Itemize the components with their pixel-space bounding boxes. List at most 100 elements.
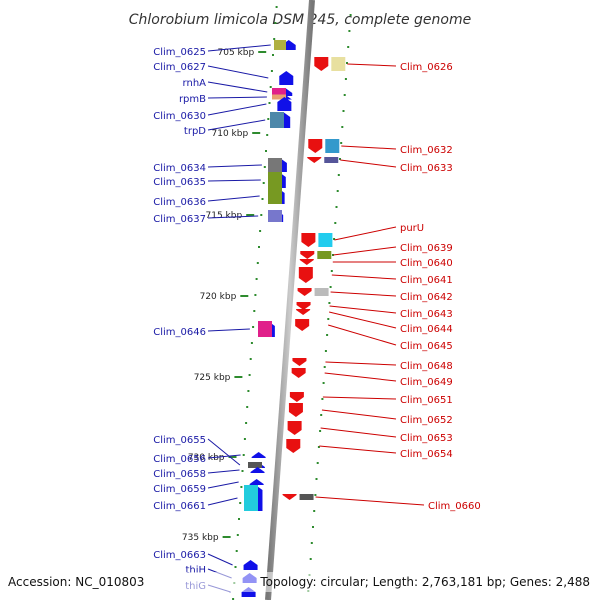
gene-label-right[interactable]: purU	[400, 223, 424, 234]
reverse-gene-arrow	[300, 251, 315, 259]
track-dot	[314, 494, 317, 496]
track-dot	[312, 526, 314, 528]
gene-label-right[interactable]: Clim_0626	[400, 62, 453, 73]
leader-line	[207, 96, 267, 99]
gene-label-left[interactable]: trpD	[184, 126, 206, 137]
gene-label-left[interactable]: Clim_0661	[153, 501, 206, 512]
track-dot	[310, 542, 313, 544]
track-dot	[258, 246, 260, 248]
reverse-gene-arrow	[314, 57, 329, 71]
leader-line	[328, 324, 397, 346]
leader-line	[319, 445, 397, 454]
leader-line	[207, 65, 269, 79]
gene-label-left[interactable]: Clim_0637	[153, 214, 206, 225]
gene-label-left[interactable]: thiH	[185, 565, 206, 576]
gene-label-right[interactable]: Clim_0642	[400, 292, 453, 303]
track-dot	[316, 462, 319, 464]
gene-label-left[interactable]: Clim_0627	[153, 62, 206, 73]
track-dot	[269, 86, 272, 88]
gene-label-left[interactable]: Clim_0636	[153, 197, 206, 208]
forward-gene-arrow	[251, 452, 266, 458]
leader-line	[340, 159, 397, 168]
gene-label-right[interactable]: Clim_0653	[400, 433, 453, 444]
track-dot	[238, 518, 240, 520]
gene-label-right[interactable]: Clim_0639	[400, 243, 453, 254]
gene-label-right[interactable]: Clim_0641	[400, 275, 453, 286]
gene-label-right[interactable]: Clim_0640	[400, 258, 453, 269]
track-dot	[346, 62, 348, 64]
track-dot	[340, 142, 343, 144]
gene-label-right[interactable]: Clim_0632	[400, 145, 453, 156]
leader-line	[207, 215, 259, 219]
leader-line	[207, 119, 266, 131]
gene-label-left[interactable]: Clim_0635	[153, 177, 206, 188]
track-dot	[246, 406, 249, 408]
gene-label-left[interactable]: Clim_0655	[153, 435, 206, 446]
gene-label-right[interactable]: Clim_0643	[400, 309, 453, 320]
gene-label-right[interactable]: Clim_0651	[400, 395, 453, 406]
gene-label-right[interactable]: Clim_0644	[400, 324, 453, 335]
track-dot	[236, 534, 239, 536]
gene-label-left[interactable]: Clim_0656	[153, 454, 206, 465]
track-dot	[272, 54, 274, 56]
track-dot	[349, 14, 352, 16]
cog-category-block	[268, 172, 282, 188]
gene-label-right[interactable]: Clim_0645	[400, 341, 453, 352]
cog-category-block	[325, 139, 340, 153]
cog-category-block	[272, 88, 286, 96]
gene-label-right[interactable]: Clim_0649	[400, 377, 453, 388]
gene-label-left[interactable]: Clim_0658	[153, 469, 206, 480]
leader-line	[334, 226, 397, 241]
reverse-gene-arrow	[296, 302, 311, 310]
cog-category-block	[268, 158, 282, 172]
track-dot	[235, 550, 238, 552]
leader-line	[207, 438, 241, 466]
track-dot	[313, 510, 316, 512]
leader-line	[347, 63, 397, 67]
gene-label-right[interactable]: Clim_0660	[428, 501, 481, 512]
reverse-gene-arrow	[287, 421, 302, 435]
forward-gene-arrow	[250, 467, 265, 473]
reverse-gene-arrow	[297, 288, 312, 296]
accession-text: Accession: NC_010803	[8, 575, 144, 589]
cog-category-block	[317, 251, 332, 259]
gene-label-left[interactable]: Clim_0659	[153, 484, 206, 495]
gene-features	[241, 40, 346, 597]
gene-label-right[interactable]: Clim_0633	[400, 163, 453, 174]
track-dot	[347, 46, 350, 48]
tick-label: 730 kbp	[188, 453, 225, 463]
cog-category-block	[331, 57, 346, 71]
gene-labels: Clim_0625 Clim_0627 rnhA rpmB Clim_0630 trpD C…	[153, 47, 480, 592]
leader-line	[207, 103, 267, 116]
cog-category-block	[244, 485, 258, 511]
track-dot	[262, 182, 265, 184]
gene-label-right[interactable]: Clim_0648	[400, 361, 453, 372]
track-dot	[261, 198, 264, 200]
cog-category-block	[272, 94, 286, 100]
topology-text: Topology: circular; Length: 2,763,181 bp…	[259, 575, 590, 589]
leader-line	[207, 195, 260, 202]
track-dot	[328, 302, 331, 304]
reverse-gene-arrow	[301, 233, 316, 247]
leader-line	[330, 291, 397, 297]
leader-line	[207, 454, 241, 459]
track-dot	[326, 334, 329, 336]
gene-label-right[interactable]: Clim_0654	[400, 449, 453, 460]
track-dot	[341, 126, 344, 128]
gene-label-left[interactable]: Clim_0663	[153, 550, 206, 561]
gene-label-left[interactable]: Clim_0646	[153, 327, 206, 338]
tick-label: 735 kbp	[182, 533, 219, 543]
gene-label-left[interactable]: rnhA	[183, 78, 207, 89]
map-title: Chlorobium limicola DSM 245, complete ge…	[129, 12, 472, 28]
track-dot	[335, 206, 338, 208]
track-dot	[265, 150, 267, 152]
reverse-gene-arrow	[286, 439, 301, 453]
reverse-gene-arrow	[292, 358, 307, 366]
gene-label-left[interactable]: Clim_0634	[153, 163, 206, 174]
leader-line	[329, 305, 397, 314]
gene-label-right[interactable]: Clim_0652	[400, 415, 453, 426]
track-dot	[254, 294, 257, 296]
gene-label-left[interactable]: Clim_0625	[153, 47, 206, 58]
gene-label-left[interactable]: Clim_0630	[153, 111, 206, 122]
gene-label-left[interactable]: rpmB	[179, 94, 206, 105]
